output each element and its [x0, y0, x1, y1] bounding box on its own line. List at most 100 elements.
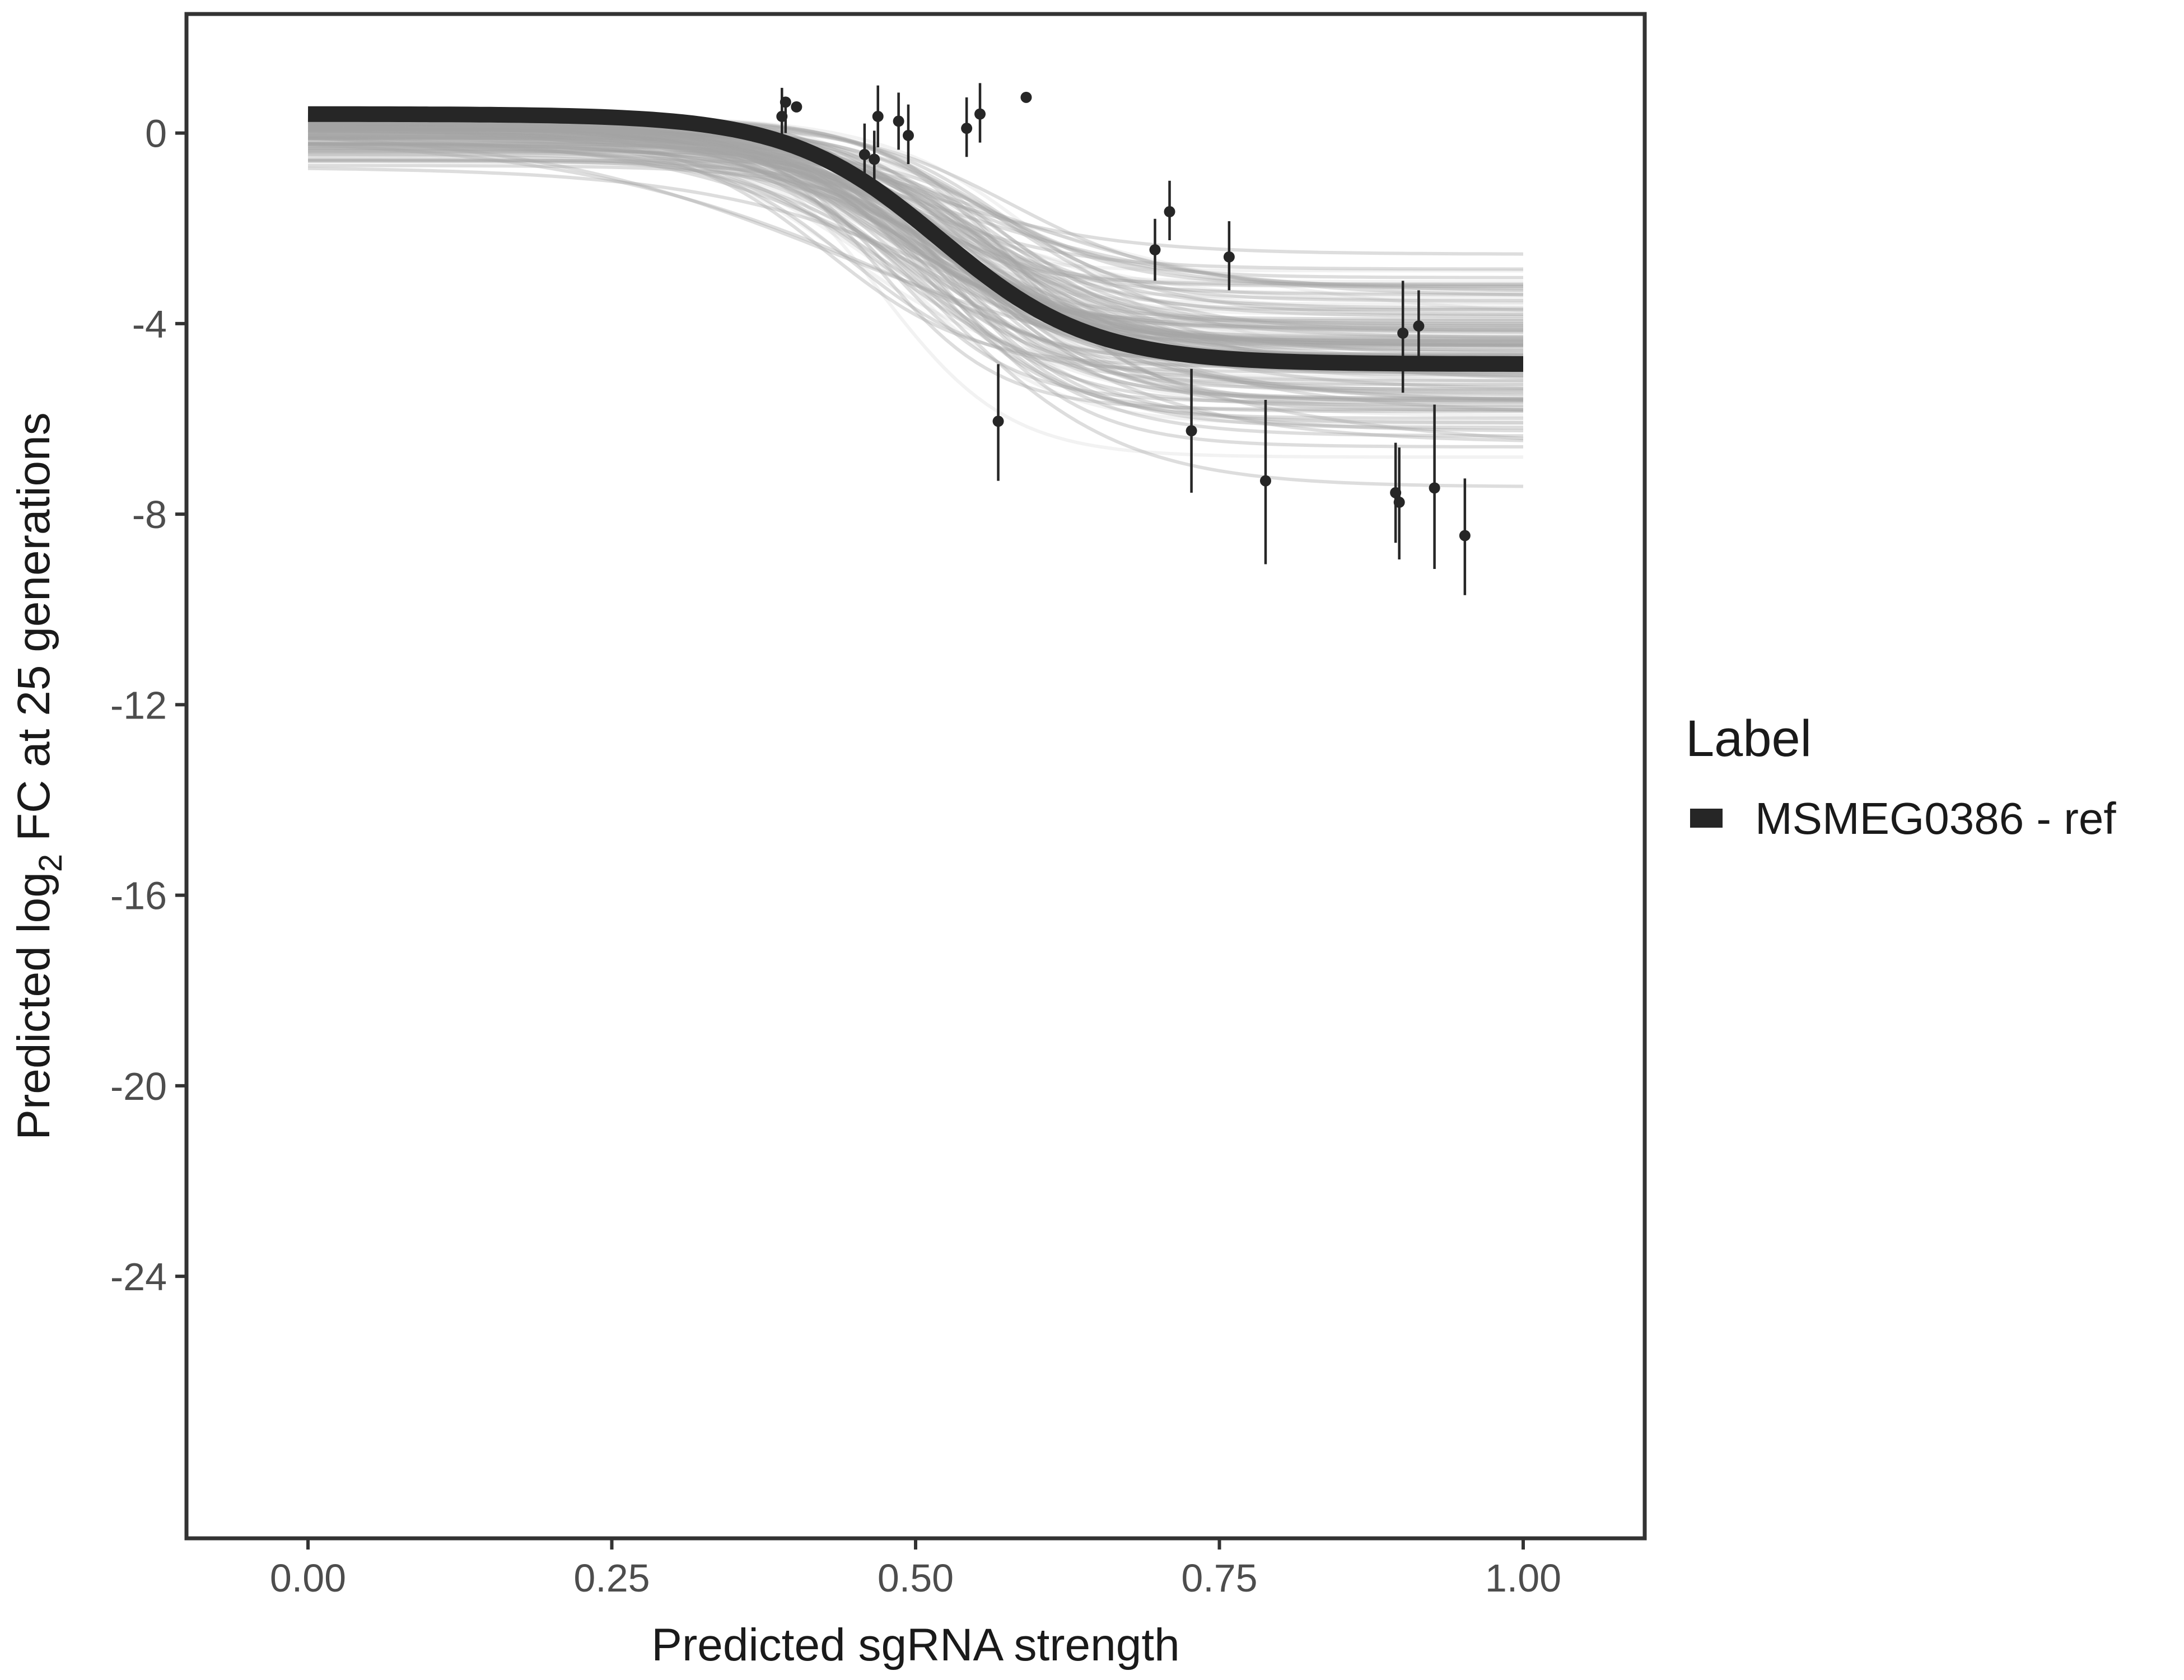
x-tick-label: 1.00 — [1485, 1556, 1561, 1600]
posterior-draw-line — [308, 124, 1523, 341]
posterior-draw-line — [308, 137, 1524, 310]
posterior-draw-line — [308, 148, 1524, 394]
posterior-draw-line — [307, 142, 1524, 440]
posterior-draw-line — [307, 166, 1524, 412]
posterior-draw-line — [308, 127, 1524, 382]
y-tick-label: -20 — [110, 1065, 167, 1108]
data-point — [1397, 327, 1409, 339]
y-tick-label: -12 — [110, 683, 167, 727]
posterior-draw-line — [308, 122, 1524, 316]
data-point — [791, 101, 802, 113]
data-point — [1020, 91, 1032, 103]
posterior-draw-line — [308, 140, 1524, 358]
posterior-draw-line — [308, 124, 1523, 386]
fit-curve — [307, 106, 1523, 372]
data-point — [1413, 320, 1425, 332]
posterior-draw-line — [307, 124, 1524, 412]
posterior-draw-line — [307, 137, 1524, 297]
posterior-band — [307, 113, 1524, 488]
y-axis-title: Predicted log2 FC at 25 generations — [8, 412, 69, 1140]
posterior-draw-line — [307, 129, 1524, 291]
data-point — [961, 123, 973, 134]
posterior-draw-line — [308, 141, 1523, 413]
data-point — [1393, 496, 1405, 508]
posterior-draw-line — [308, 144, 1523, 328]
y-tick-label: 0 — [145, 112, 167, 156]
legend-title: Label — [1686, 710, 1812, 767]
posterior-draw-line — [307, 153, 1523, 386]
y-axis: 0 -4 -8 -12 -16 -20 -24 — [110, 112, 186, 1299]
posterior-draw-line — [308, 123, 1523, 404]
posterior-draw-line — [308, 123, 1524, 438]
posterior-draw-line — [307, 137, 1524, 402]
x-axis: 0.00 0.25 0.50 0.75 1.00 — [270, 1538, 1561, 1600]
posterior-draw-line — [308, 123, 1524, 375]
data-point — [858, 148, 870, 160]
posterior-draw-line — [307, 142, 1524, 442]
posterior-draw-line — [308, 123, 1523, 288]
posterior-draw-line — [307, 120, 1524, 344]
posterior-draw-line — [307, 125, 1524, 488]
posterior-draw-line — [308, 137, 1523, 338]
posterior-draw-line — [308, 149, 1523, 337]
posterior-draw-line — [308, 130, 1523, 348]
x-tick-label: 0.75 — [1181, 1556, 1257, 1600]
data-point — [1429, 482, 1440, 494]
legend-key-swatch — [1690, 809, 1723, 828]
data-point — [872, 110, 884, 122]
posterior-draw-line — [308, 129, 1523, 339]
legend: Label MSMEG0386 - ref — [1686, 710, 2116, 843]
posterior-draw-line — [308, 133, 1523, 449]
posterior-draw-line — [307, 119, 1523, 332]
posterior-draw-line — [307, 140, 1524, 396]
posterior-draw-line — [307, 129, 1524, 432]
data-point — [1223, 251, 1235, 263]
posterior-draw-line — [308, 150, 1523, 287]
x-tick-label: 0.25 — [573, 1556, 650, 1600]
posterior-draw-line — [308, 136, 1523, 330]
posterior-draw-line — [308, 136, 1524, 318]
posterior-draw-line — [307, 128, 1524, 360]
posterior-draw-line — [308, 142, 1524, 424]
posterior-draw-line — [308, 127, 1524, 418]
data-point — [1164, 206, 1175, 218]
posterior-draw-line — [307, 127, 1524, 292]
posterior-draw-line — [308, 147, 1523, 300]
posterior-draw-line — [308, 129, 1523, 295]
posterior-draw-line — [307, 116, 1523, 382]
posterior-draw-line — [308, 149, 1523, 407]
y-tick-label: -8 — [132, 493, 167, 536]
data-point — [902, 129, 914, 141]
y-tick-label: -4 — [132, 302, 167, 346]
posterior-draw-line — [307, 143, 1524, 347]
x-tick-label: 0.50 — [878, 1556, 954, 1600]
data-point — [1149, 244, 1161, 256]
posterior-draw-line — [307, 115, 1524, 355]
posterior-draw-line — [308, 137, 1524, 314]
posterior-draw-line — [308, 126, 1524, 356]
data-points — [776, 83, 1471, 595]
data-point — [1186, 425, 1197, 437]
posterior-draw-line — [307, 120, 1524, 390]
posterior-draw-line — [307, 121, 1524, 312]
data-point — [869, 153, 880, 165]
data-point — [893, 115, 904, 127]
posterior-draw-line — [308, 147, 1523, 374]
posterior-draw-line — [307, 132, 1523, 306]
posterior-draw-line — [308, 127, 1523, 424]
posterior-draw-line — [308, 158, 1523, 323]
posterior-draw-line — [308, 136, 1524, 409]
posterior-draw-line — [308, 124, 1523, 302]
data-point — [974, 108, 986, 120]
y-axis-title-subscript: 2 — [32, 854, 69, 872]
posterior-draw-line — [307, 127, 1523, 427]
posterior-draw-line — [308, 122, 1523, 343]
y-axis-title-suffix: FC at 25 generations — [8, 412, 59, 854]
data-point — [1259, 475, 1271, 487]
legend-label: MSMEG0386 - ref — [1755, 794, 2116, 843]
posterior-draw-line — [308, 125, 1523, 325]
data-point — [780, 96, 791, 108]
data-point — [1459, 530, 1471, 542]
posterior-draw-line — [308, 131, 1524, 379]
